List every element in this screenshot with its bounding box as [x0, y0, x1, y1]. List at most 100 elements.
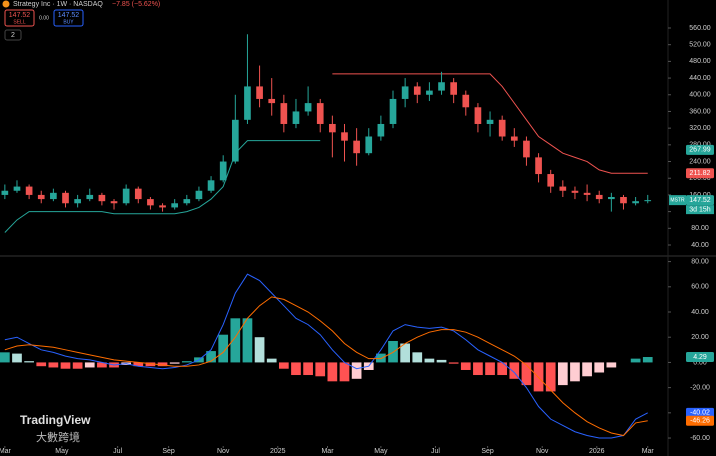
y-tick-label: 440.00: [689, 75, 711, 82]
histogram-bar: [181, 361, 192, 363]
y-tick-label: 400.00: [689, 92, 711, 99]
histogram-bar: [206, 351, 216, 363]
histogram-bar: [521, 362, 532, 386]
histogram-bar: [327, 362, 338, 382]
histogram-bar: [400, 343, 410, 363]
histogram-bar: [460, 362, 471, 370]
candle-body: [231, 119, 239, 162]
candle-body: [304, 103, 312, 112]
histogram-bar: [157, 362, 168, 367]
symbol-tag: [669, 195, 686, 206]
candle-body: [450, 82, 457, 95]
histogram-bar: [642, 357, 653, 363]
histogram-bar: [606, 362, 617, 368]
x-tick-label: May: [374, 448, 388, 455]
trend-stop-line: [332, 73, 648, 174]
candle-body: [62, 192, 69, 204]
countdown: 3d 15h: [689, 206, 711, 213]
y-tick-label: 80.00: [691, 225, 709, 232]
histogram-bar: [48, 362, 59, 368]
candle-body: [110, 201, 118, 204]
y-tick-label: 520.00: [689, 42, 711, 49]
sell-price[interactable]: 147.52: [9, 12, 31, 19]
last-value-label: 4.29: [693, 354, 707, 361]
histogram-bar: [60, 362, 71, 369]
sell-label[interactable]: SELL: [13, 19, 25, 25]
sell-button[interactable]: [4, 9, 35, 27]
price-label-box: [686, 168, 714, 179]
histogram-bar: [218, 334, 229, 363]
candle-body: [316, 103, 324, 124]
histogram-bar: [412, 352, 423, 363]
price-label: 267.99: [689, 147, 711, 154]
price-label: 147.52: [689, 197, 711, 204]
buy-price[interactable]: 147.52: [58, 12, 80, 19]
price-label: 211.82: [690, 170, 711, 177]
y-tick-label: 320.00: [689, 125, 711, 132]
histogram-bar: [557, 362, 568, 386]
histogram-bar: [509, 362, 520, 379]
last-value-label-box: [686, 352, 714, 363]
indicator-toggle[interactable]: [4, 29, 22, 41]
candle-body: [147, 199, 154, 206]
histogram-bar: [97, 362, 107, 368]
x-tick-label: Mar: [642, 448, 655, 455]
histogram-bar: [36, 362, 47, 367]
y-tick-label: -20.00: [690, 384, 710, 391]
price-change: −7.85 (−5.62%): [112, 1, 160, 8]
x-tick-label: Sep: [481, 448, 494, 455]
last-value-label: -46.26: [690, 418, 710, 425]
macd-line: [4, 296, 648, 437]
candle-body: [498, 119, 506, 137]
candle-body: [401, 86, 409, 99]
candle-body: [50, 192, 57, 200]
spread: 0.00: [39, 15, 49, 21]
x-tick-label: May: [55, 448, 69, 455]
histogram-bar: [72, 362, 83, 369]
candle-body: [159, 205, 166, 208]
histogram-bar: [169, 362, 180, 364]
macd-line: [4, 273, 648, 439]
y-tick-label: 360.00: [689, 108, 711, 115]
histogram-bar: [424, 358, 435, 363]
candle-body: [219, 161, 227, 181]
candle-body: [510, 136, 518, 141]
candle-body: [86, 194, 94, 200]
candle-body: [413, 86, 421, 95]
x-tick-label: Nov: [217, 448, 230, 455]
indicator-count[interactable]: 2: [11, 32, 15, 39]
y-tick-label: -60.00: [690, 435, 710, 442]
y-tick-label: 40.00: [691, 309, 709, 316]
countdown-box: [686, 205, 714, 215]
price-label-box: [686, 144, 714, 155]
histogram-bar: [436, 359, 447, 363]
histogram-bar: [594, 362, 605, 373]
candle-body: [1, 190, 9, 195]
candle-body: [377, 123, 385, 137]
candle-body: [523, 140, 530, 158]
histogram-bar: [582, 362, 592, 377]
y-tick-label: 80.00: [691, 258, 709, 265]
histogram-bar: [570, 362, 580, 382]
histogram-bar: [630, 358, 641, 363]
candle-body: [341, 132, 348, 141]
x-tick-label: 2026: [589, 448, 605, 455]
x-tick-label: Mar: [321, 448, 334, 455]
histogram-bar: [339, 362, 350, 382]
histogram-bar: [473, 362, 483, 376]
candle-body: [571, 190, 579, 193]
candle-body: [134, 188, 142, 200]
histogram-bar: [242, 318, 253, 363]
histogram-bar: [448, 362, 459, 364]
candle-body: [353, 140, 360, 154]
candle-body: [244, 86, 251, 120]
candle-body: [256, 86, 263, 99]
watermark: 大數跨境: [36, 430, 80, 444]
candle-body: [559, 186, 567, 191]
candle-body: [268, 98, 276, 104]
buy-label[interactable]: BUY: [63, 19, 74, 25]
histogram-bar: [12, 353, 22, 363]
buy-button[interactable]: [53, 9, 84, 27]
candle-body: [547, 174, 555, 187]
candle-body: [25, 186, 33, 195]
